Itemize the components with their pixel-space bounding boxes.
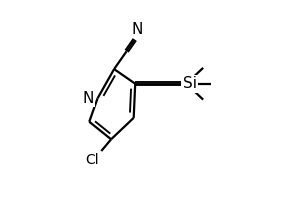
Text: N: N [131,22,143,37]
Text: Cl: Cl [86,153,99,167]
Text: N: N [83,91,94,106]
Text: Si: Si [183,76,197,91]
